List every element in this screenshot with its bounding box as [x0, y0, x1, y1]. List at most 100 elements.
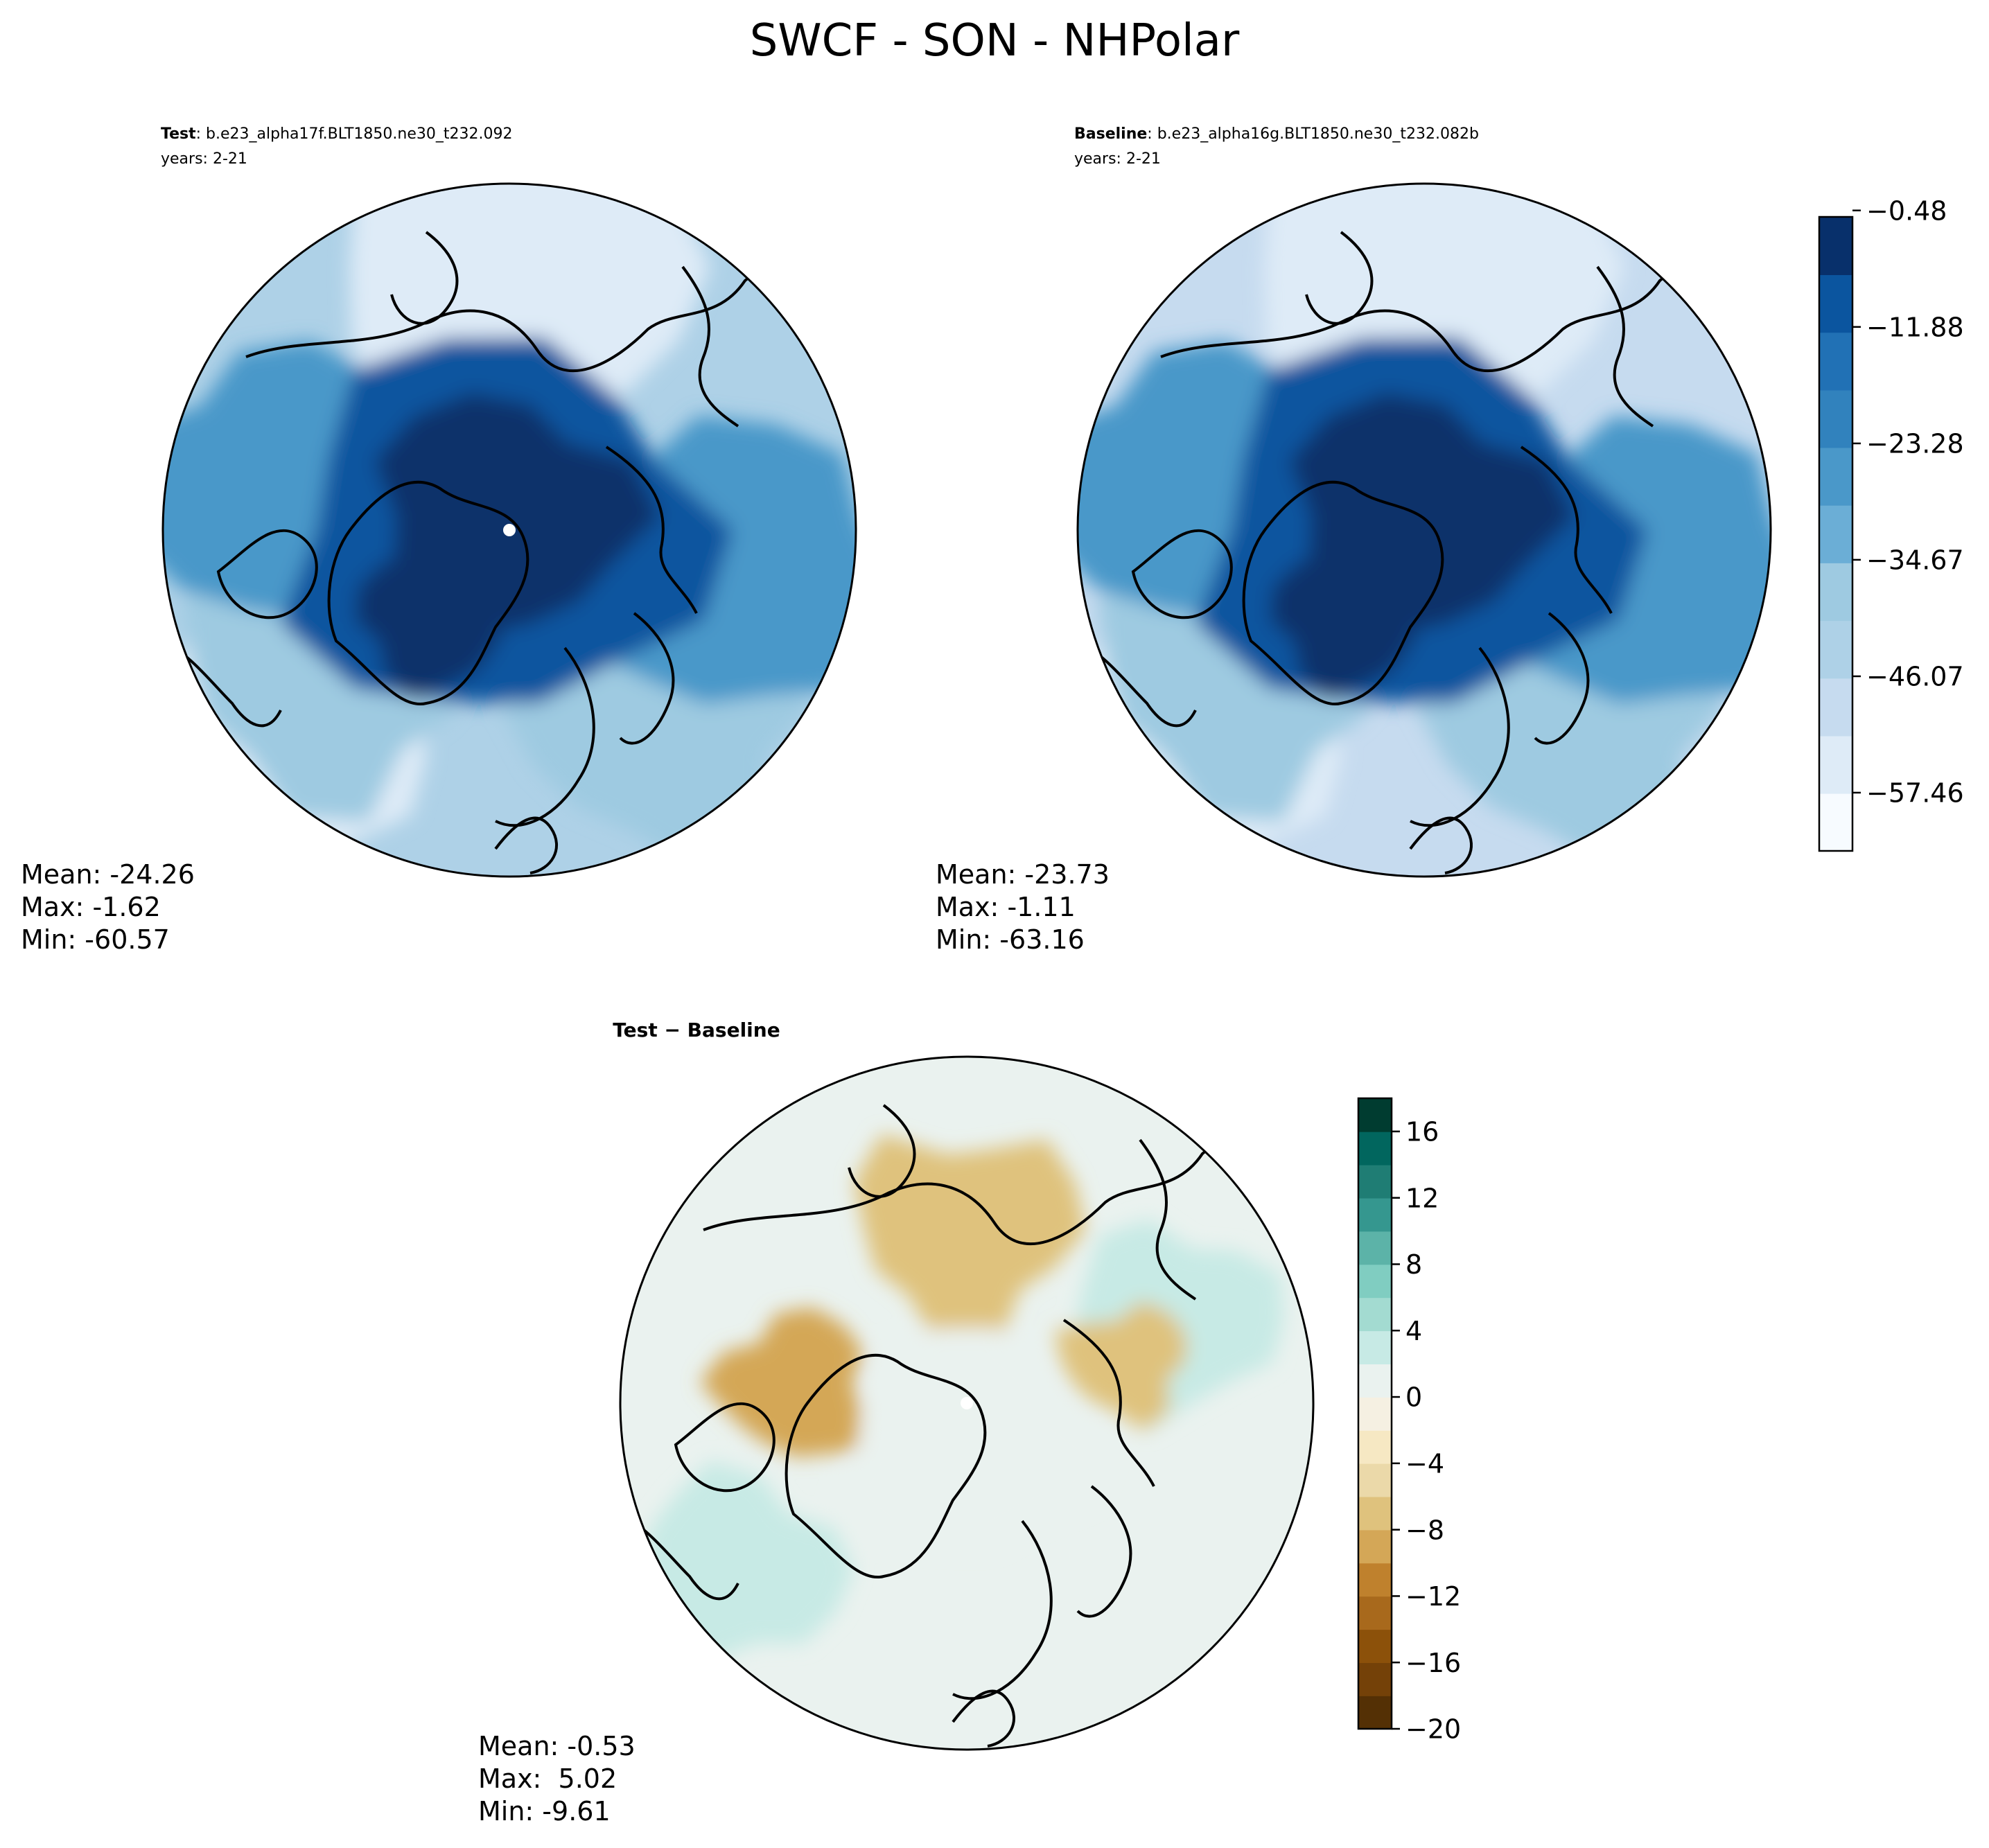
colorbar-swatch [1358, 1098, 1392, 1132]
panel-baseline-map [1076, 182, 1772, 878]
coastline [952, 1689, 1016, 1748]
coastline [1242, 480, 1444, 706]
coastline [605, 446, 698, 614]
coastline [619, 612, 675, 745]
colorbar-tick-label: 16 [1405, 1117, 1439, 1147]
colorbar-swatch [1358, 1231, 1392, 1265]
coastline [1520, 446, 1613, 614]
colorbar-frame [1818, 215, 1854, 852]
panel-baseline-title: Baseline: b.e23_alpha16g.BLT1850.ne30_t2… [1074, 125, 1479, 143]
colorbar-tick-label: 12 [1405, 1183, 1439, 1213]
colorbar-swatch [1358, 1662, 1392, 1696]
panel-baseline-years: years: 2-21 [1074, 150, 1161, 168]
panel-baseline-title-rest: : b.e23_alpha16g.BLT1850.ne30_t232.082b [1147, 125, 1479, 143]
panel-test-title-bold: Test [161, 125, 196, 143]
field-zone [1054, 1301, 1187, 1431]
coastline [1062, 1319, 1155, 1487]
colorbar-baseline: −0.48 −11.88 −23.28 −34.67 −46.07 −57.46 [1818, 195, 1964, 852]
panel-difference-title: Test − Baseline [613, 1019, 780, 1041]
pole-marker [961, 1397, 973, 1409]
coastline [848, 1104, 916, 1198]
coastline [1534, 612, 1590, 745]
coastline [674, 1402, 776, 1493]
coastline [1139, 1138, 1197, 1301]
coastline [495, 646, 595, 827]
colorbar-tick-label: −23.28 [1866, 429, 1964, 459]
colorbar-swatch [1358, 1696, 1392, 1730]
colorbar-swatch [1358, 1297, 1392, 1332]
colorbar-tick-label: −16 [1405, 1648, 1461, 1678]
field-zone [349, 184, 710, 423]
coastline [952, 1520, 1053, 1700]
colorbar-tick-label: −8 [1405, 1515, 1444, 1545]
colorbar-swatch [1358, 1429, 1392, 1464]
coastline [1076, 1485, 1132, 1618]
field-zone [854, 1134, 1086, 1350]
panel-test-mean: Mean: -24.26 [21, 859, 195, 890]
map-boundary [619, 1055, 1315, 1751]
colorbar-swatch [1358, 1463, 1392, 1497]
colorbar-swatch [1358, 1397, 1392, 1431]
coastline [703, 1125, 1238, 1245]
colorbar-swatch [1358, 1529, 1392, 1564]
colorbar-swatch [1358, 1164, 1392, 1199]
panel-baseline-title-bold: Baseline [1074, 125, 1147, 143]
colorbar-tick-label: −57.46 [1866, 778, 1964, 809]
colorbar-tick-label: −4 [1405, 1449, 1444, 1479]
panel-difference-max: Max: 5.02 [478, 1763, 617, 1794]
coastline [785, 1353, 987, 1579]
panel-difference: Test − Baseline Mean: -0.53 Max: 5.02 Mi… [478, 1019, 1315, 1827]
panel-test-max: Max: -1.62 [21, 892, 161, 922]
colorbar-swatch [1358, 1563, 1392, 1597]
coastline [1410, 646, 1510, 827]
colorbar-swatch [1358, 1496, 1392, 1531]
coastline [216, 529, 318, 619]
panel-test-map [161, 182, 857, 878]
colorbar-swatch [1358, 1629, 1392, 1663]
panel-difference-mean: Mean: -0.53 [478, 1731, 636, 1761]
coastline [1596, 265, 1654, 428]
coastline [1131, 529, 1233, 619]
coastline [681, 265, 739, 428]
colorbar-swatch [1819, 447, 1852, 506]
coastline [327, 480, 529, 706]
colorbar-tick-label: −0.48 [1866, 195, 1947, 226]
colorbar-swatch [1819, 620, 1852, 679]
colorbar-swatch [1358, 1330, 1392, 1364]
colorbar-swatch [1358, 1131, 1392, 1165]
colorbar-tick-label: 8 [1405, 1249, 1422, 1280]
coastline [390, 231, 459, 325]
field-zone [834, 1328, 1113, 1548]
panel-baseline: Baseline: b.e23_alpha16g.BLT1850.ne30_t2… [936, 125, 1772, 955]
colorbar-swatch [1819, 793, 1852, 852]
coastline [1409, 816, 1473, 874]
coastline [1160, 252, 1696, 372]
colorbar-tick-label: −20 [1405, 1714, 1461, 1745]
colorbar-tick-label: −34.67 [1866, 545, 1964, 576]
panel-test-title-rest: : b.e23_alpha17f.BLT1850.ne30_t232.092 [196, 125, 513, 143]
coastline [494, 816, 559, 874]
colorbar-tick-label: −46.07 [1866, 662, 1964, 692]
panel-baseline-min: Min: -63.16 [936, 924, 1085, 955]
colorbar-swatch [1819, 735, 1852, 794]
colorbar-tick-label: −12 [1405, 1581, 1461, 1612]
colorbar-swatch [1358, 1364, 1392, 1398]
pole-marker [503, 524, 516, 536]
colorbar-tick-label: −11.88 [1866, 312, 1964, 342]
colorbar-swatch [1819, 389, 1852, 448]
panel-baseline-mean: Mean: -23.73 [936, 859, 1110, 890]
colorbar-swatch [1819, 274, 1852, 333]
colorbar-swatch [1819, 217, 1852, 275]
panel-baseline-max: Max: -1.11 [936, 892, 1076, 922]
colorbar-swatch [1358, 1596, 1392, 1630]
coastline [1305, 231, 1374, 325]
field-zone [753, 1369, 861, 1458]
panel-test-years: years: 2-21 [161, 150, 247, 168]
colorbar-frame [1357, 1097, 1393, 1730]
coastline [245, 252, 781, 372]
panel-test-min: Min: -60.57 [21, 924, 170, 955]
colorbar-swatch [1819, 504, 1852, 563]
colorbar-tick-label: 4 [1405, 1316, 1422, 1346]
colorbar-swatch [1358, 1197, 1392, 1232]
